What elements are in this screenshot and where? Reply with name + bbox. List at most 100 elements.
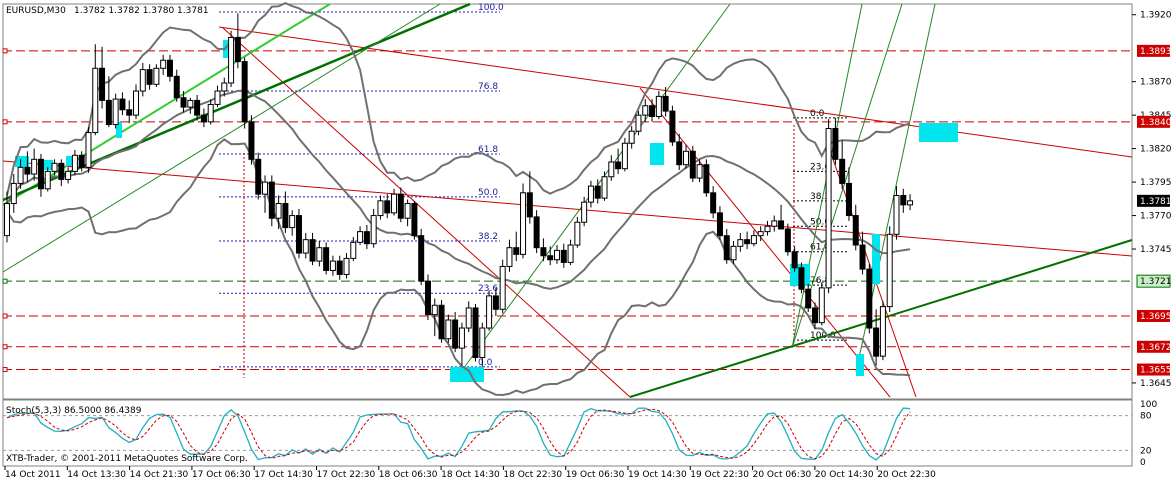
- candle-body-102: [696, 164, 703, 179]
- candle-body-9: [65, 170, 72, 180]
- chart-symbol: EURUSD,M30: [6, 6, 66, 16]
- candle-body-92: [628, 130, 635, 144]
- price-tick-label-1: 1.3870: [1140, 78, 1172, 88]
- price-tag-box-5: [1137, 340, 1170, 353]
- candle-body-78: [533, 216, 540, 249]
- candle-body-109: [744, 239, 751, 245]
- candle-body-11: [78, 154, 85, 168]
- stoch-main-line: [6, 407, 911, 461]
- fib-right-label-3: 50.0: [810, 217, 830, 227]
- fib-left-label-1: 76.8: [478, 82, 498, 92]
- candle-body-77: [526, 192, 533, 218]
- price-tag-label-2: 1.3781: [1140, 197, 1172, 207]
- candle-body-40: [275, 203, 282, 219]
- candle-body-64: [438, 304, 445, 340]
- fib-right-label-0: 0.0: [810, 109, 825, 119]
- candle-body-104: [710, 192, 717, 214]
- fib-right-label-4: 61.8: [810, 243, 830, 253]
- candle-body-74: [506, 247, 513, 267]
- price-tag-box-4: [1137, 309, 1170, 322]
- candle-body-82: [560, 249, 567, 263]
- candle-body-106: [723, 235, 730, 261]
- red-channel-upper: [218, 26, 1133, 158]
- candle-body-84: [574, 221, 581, 246]
- candle-body-107: [730, 245, 737, 261]
- candle-body-94: [642, 105, 649, 116]
- price-tick-label-6: 1.3745: [1140, 245, 1172, 255]
- candle-body-21: [146, 69, 153, 85]
- time-label-5: 17 Oct 22:30: [317, 470, 376, 480]
- candle-body-25: [173, 75, 180, 99]
- band-lower: [6, 138, 911, 397]
- cyan-zone-10: [919, 123, 958, 142]
- candle-body-20: [139, 69, 146, 92]
- candle-body-90: [615, 161, 622, 170]
- time-label-13: 20 Oct 14:30: [815, 470, 874, 480]
- cyan-zone-6: [650, 143, 664, 165]
- copyright-text: XTB-Trader, © 2001-2011 MetaQuotes Softw…: [6, 454, 248, 464]
- candle-body-2: [17, 166, 24, 184]
- candle-body-110: [750, 235, 757, 245]
- band-upper: [6, 2, 911, 196]
- candle-body-127: [866, 268, 873, 329]
- stoch-tick-2: 20: [1140, 446, 1152, 456]
- candle-body-22: [153, 67, 160, 85]
- candle-body-32: [221, 82, 228, 92]
- time-label-1: 14 Oct 13:30: [67, 470, 126, 480]
- candle-body-8: [58, 162, 65, 180]
- time-label-7: 18 Oct 14:30: [441, 470, 500, 480]
- candle-body-133: [907, 200, 914, 206]
- candle-body-99: [676, 141, 683, 166]
- candle-body-123: [839, 158, 846, 184]
- candle-body-80: [547, 255, 554, 261]
- candle-body-96: [655, 95, 662, 117]
- candle-body-98: [669, 110, 676, 143]
- candle-body-125: [852, 215, 859, 246]
- candle-body-15: [105, 99, 112, 126]
- candle-body-112: [764, 225, 771, 233]
- time-label-3: 17 Oct 06:30: [192, 470, 251, 480]
- fib-left-label-6: 0.0: [478, 358, 493, 368]
- stochastic-pane: 14 Oct 2011 14 Oct 13:30 14 Oct 21:30 17 Oc…: [2, 399, 1157, 480]
- price-tag-label-5: 1.3672: [1140, 343, 1172, 353]
- candle-body-6: [44, 170, 51, 190]
- candle-body-120: [818, 287, 825, 324]
- candle-body-91: [621, 142, 628, 170]
- candle-body-5: [37, 158, 44, 190]
- candle-body-4: [31, 158, 38, 175]
- candle-body-75: [513, 247, 520, 255]
- time-label-14: 20 Oct 22:30: [877, 470, 936, 480]
- candle-body-29: [200, 114, 207, 123]
- candle-body-72: [492, 295, 499, 310]
- candle-body-50: [343, 257, 350, 275]
- candle-body-55: [377, 200, 384, 217]
- level-marker-5: [2, 344, 8, 350]
- fib-left-label-5: 23.6: [478, 284, 498, 294]
- candle-body-17: [119, 98, 126, 111]
- candle-body-1: [10, 182, 17, 205]
- candle-body-118: [805, 288, 812, 309]
- price-tick-label-0: 1.3920: [1140, 11, 1172, 21]
- fib-right-label-5: 76.8: [810, 276, 830, 286]
- fib-right-label-1: 23.6: [810, 162, 830, 172]
- price-tick-label-5: 1.3770: [1140, 212, 1172, 222]
- candle-body-38: [262, 181, 269, 195]
- green-thin-channel: [2, 3, 441, 273]
- price-tag-box-1: [1137, 115, 1170, 128]
- candle-body-37: [255, 158, 262, 195]
- price-tick-label-7: 1.3645: [1140, 379, 1172, 389]
- candle-body-73: [499, 265, 506, 310]
- candle-body-34: [234, 36, 241, 63]
- candle-body-67: [458, 327, 465, 349]
- level-marker-4: [2, 313, 8, 319]
- level-marker-3: [2, 278, 8, 284]
- price-pane: 100.0 76.8 61.8 50.0 38.2 23.6 0.0 0.0 23.6 38.2 5…: [2, 2, 1172, 400]
- candle-body-57: [391, 193, 398, 214]
- candle-body-47: [323, 247, 330, 271]
- time-label-8: 18 Oct 22:30: [503, 470, 562, 480]
- candle-body-14: [99, 67, 106, 101]
- stoch-tick-0: 100: [1140, 400, 1157, 410]
- candle-body-88: [601, 176, 608, 199]
- candle-body-23: [160, 59, 167, 69]
